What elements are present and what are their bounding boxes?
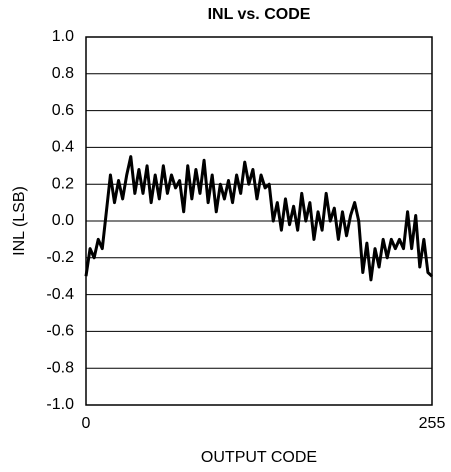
y-tick-label: -0.6 bbox=[46, 323, 74, 340]
x-tick-label: 0 bbox=[82, 415, 91, 432]
y-tick-label: 0.6 bbox=[52, 102, 74, 119]
y-axis-label: INL (LSB) bbox=[11, 186, 28, 256]
y-tick-label: 0.8 bbox=[52, 65, 74, 82]
data-line bbox=[84, 155, 434, 282]
y-tick-label: -0.2 bbox=[46, 249, 74, 266]
y-tick-label: -1.0 bbox=[46, 396, 74, 413]
x-axis-label: OUTPUT CODE bbox=[201, 449, 317, 466]
x-tick-label: 255 bbox=[419, 415, 446, 432]
y-tick-label: 0.0 bbox=[52, 212, 74, 229]
y-tick-label: 1.0 bbox=[52, 28, 74, 45]
y-tick-label: -0.4 bbox=[46, 286, 74, 303]
y-tick-label: 0.2 bbox=[52, 175, 74, 192]
chart-title: INL vs. CODE bbox=[208, 6, 311, 23]
y-tick-label: 0.4 bbox=[52, 139, 74, 156]
y-tick-label: -0.8 bbox=[46, 359, 74, 376]
